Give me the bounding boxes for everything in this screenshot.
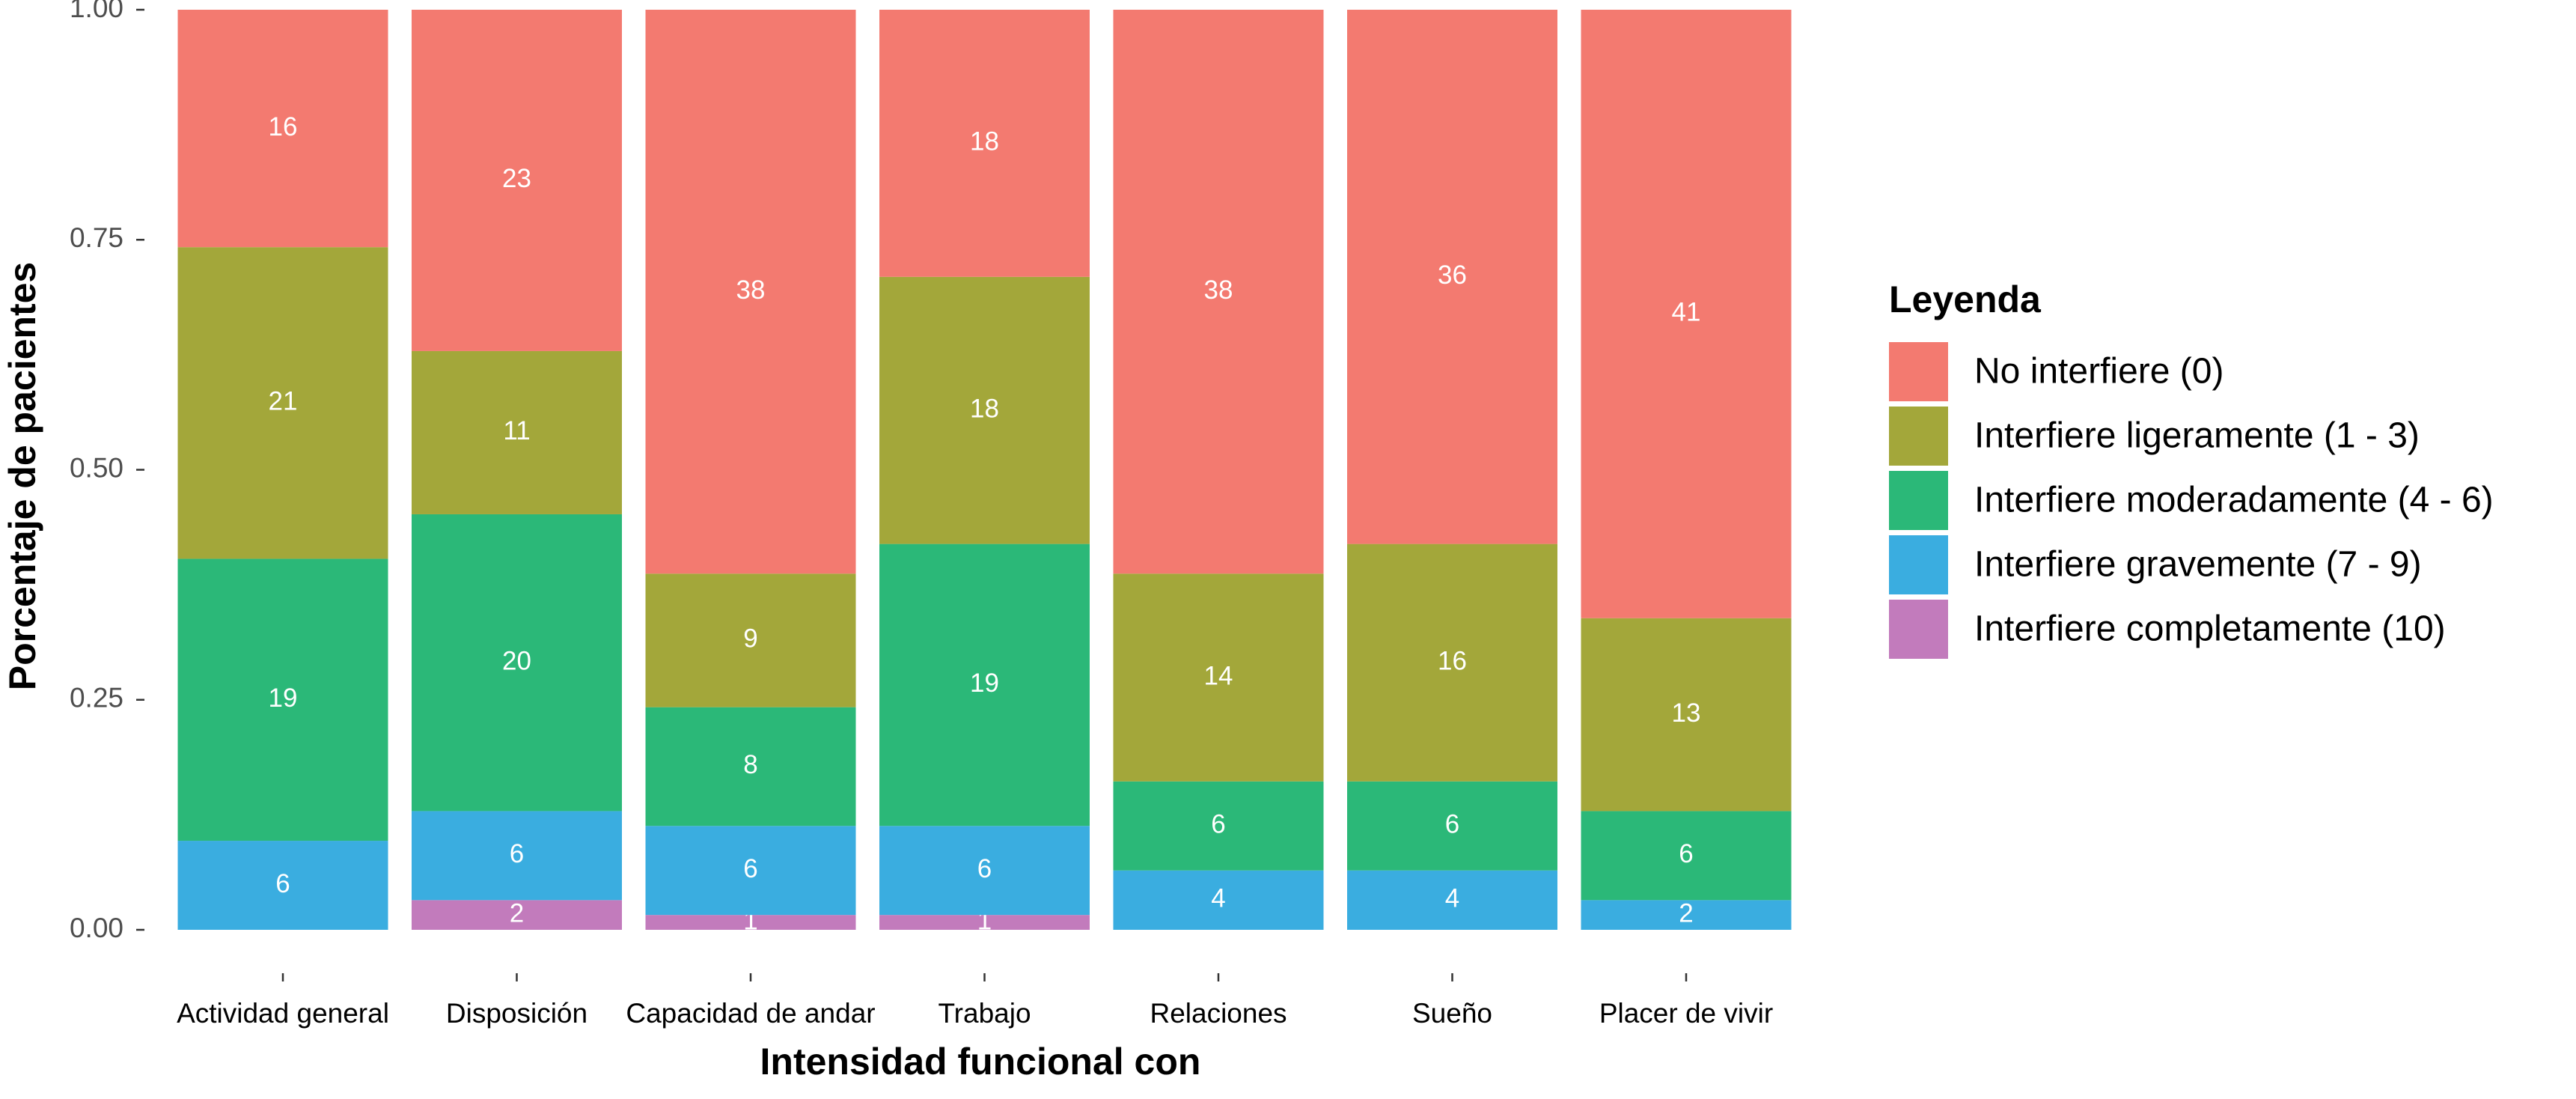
legend-title: Leyenda [1889,278,2042,320]
bar-segment [645,826,856,916]
bar-segment [879,826,1090,916]
legend-label: Interfiere gravemente (7 - 9) [1974,545,2422,585]
bar-segment [879,276,1090,544]
data-label: 38 [736,275,766,305]
y-tick-label: 0.75 [70,222,123,253]
bar-segment [1581,618,1792,812]
data-label: 6 [743,854,757,883]
bar-segment [1347,781,1557,871]
legend-key [1889,600,1948,659]
data-label: 16 [1438,646,1467,675]
bar-segment [879,10,1090,277]
data-label: 6 [510,839,524,868]
y-tick-label: 0.25 [70,683,123,713]
data-label: 14 [1204,661,1233,690]
data-label: 8 [743,750,757,779]
data-label: 36 [1438,261,1467,290]
data-label: 18 [970,127,999,156]
x-axis-title: Intensidad funcional con [760,1041,1201,1083]
x-tick-label: Sueño [1412,998,1492,1029]
bar-segment [177,10,388,248]
bar-segment [1113,573,1324,782]
data-label: 13 [1672,698,1701,728]
data-label: 4 [1211,884,1225,913]
bar-segment [1581,811,1792,901]
bar-segment [1347,870,1557,930]
x-tick-label: Capacidad de andar [626,998,875,1029]
x-tick-label: Relaciones [1150,998,1287,1029]
bar-segment [645,10,856,574]
y-axis-title: Porcentaje de pacientes [1,262,43,690]
bar-segment [177,841,388,930]
bar-segment [412,811,622,901]
bar-segment [879,544,1090,826]
data-label: 6 [977,854,992,883]
data-label: 20 [502,646,531,675]
data-label: 2 [1679,898,1693,928]
legend-label: Interfiere ligeramente (1 - 3) [1974,416,2420,456]
data-label: 6 [275,869,290,898]
bar-segment [645,573,856,707]
bar-segment [1347,544,1557,782]
bar-segment [1581,10,1792,618]
bar-segment [1581,900,1792,930]
data-label: 18 [970,394,999,423]
data-label: 4 [1445,884,1459,913]
bar-segment [879,915,1090,930]
bar-segment [1347,10,1557,544]
data-label: 11 [503,416,530,445]
bar-segment [177,558,388,841]
data-label: 21 [269,387,298,416]
legend-label: Interfiere moderadamente (4 - 6) [1974,481,2494,520]
legend-key [1889,342,1948,401]
data-label: 16 [269,112,298,141]
bar-segment [645,707,856,826]
y-tick-label: 0.00 [70,913,123,943]
data-label: 19 [269,684,298,713]
bar-segment [177,247,388,559]
bar-segment [1113,10,1324,574]
legend-label: No interfiere (0) [1974,352,2224,392]
x-tick-label: Actividad general [177,998,389,1029]
bar-segment [412,514,622,812]
data-label: 6 [1679,839,1693,868]
data-label: 41 [1672,298,1701,327]
legend-key [1889,471,1948,530]
data-label: 9 [743,624,757,654]
data-label: 2 [510,898,524,928]
x-tick-label: Trabajo [938,998,1031,1029]
y-tick-label: 0.50 [70,452,123,483]
data-label: 23 [502,164,531,193]
bar-segment [412,10,622,351]
x-tick-label: Disposición [446,998,587,1029]
bar-segment [645,915,856,930]
bar-segment [412,900,622,930]
legend-label: Interfiere completamente (10) [1974,609,2446,649]
data-label: 38 [1204,275,1233,305]
x-tick-label: Placer de vivir [1599,998,1773,1029]
bar-segment [412,350,622,514]
data-label: 19 [970,669,999,698]
y-tick-label: 1.00 [70,0,123,23]
data-label: 6 [1211,809,1225,838]
legend-key [1889,535,1948,594]
legend-key [1889,407,1948,466]
bar-segment [1113,870,1324,930]
data-label: 6 [1445,809,1459,838]
bar-segment [1113,781,1324,871]
